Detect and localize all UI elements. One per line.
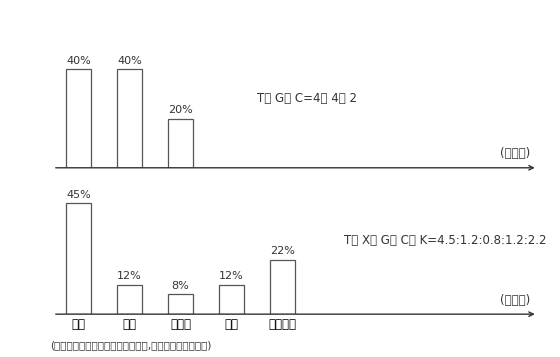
Bar	[116, 285, 142, 314]
Bar	[270, 260, 295, 314]
Text: 12%: 12%	[117, 271, 142, 281]
Text: 20%: 20%	[168, 105, 193, 115]
Text: 40%: 40%	[66, 56, 91, 66]
Bar	[116, 69, 142, 168]
Text: 45%: 45%	[66, 190, 91, 200]
Bar	[168, 295, 193, 314]
Bar	[219, 285, 244, 314]
Bar	[66, 69, 91, 168]
Text: 22%: 22%	[270, 246, 295, 256]
Text: 8%: 8%	[171, 281, 189, 291]
Text: T： G： C=4： 4： 2: T： G： C=4： 4： 2	[257, 92, 357, 105]
Text: (住宅楼): (住宅楼)	[500, 147, 530, 160]
Bar	[168, 119, 193, 168]
Text: T： X： G： C： K=4.5:1.2:0.8:1.2:2.2: T： X： G： C： K=4.5:1.2:0.8:1.2:2.2	[344, 234, 546, 247]
Text: 40%: 40%	[117, 56, 142, 66]
Bar	[66, 203, 91, 314]
Text: 12%: 12%	[219, 271, 244, 281]
Text: (注实际分布比例应根据工程量计算,以上仅为举例形式。): (注实际分布比例应根据工程量计算,以上仅为举例形式。)	[50, 340, 212, 350]
Text: (综合楼): (综合楼)	[500, 294, 530, 307]
